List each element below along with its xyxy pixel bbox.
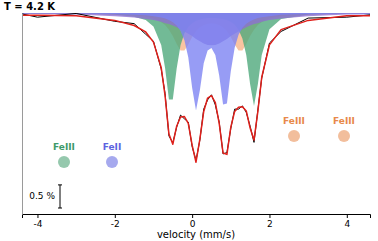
site-label: FeIII — [53, 142, 75, 152]
x-tick: 4 — [344, 214, 350, 229]
x-tick-label: -4 — [33, 219, 42, 229]
component-area — [22, 13, 370, 110]
x-tick-label: -2 — [111, 219, 120, 229]
chart-container: -4 -2 0 2 4 T = 4.2 K velocity (mm/s) 0.5 % FeII… — [0, 0, 378, 241]
x-axis: -4 -2 0 2 4 — [23, 214, 371, 229]
chart-title: T = 4.2 K — [4, 1, 56, 12]
scale-bar-cap — [58, 208, 62, 209]
x-axis-title: velocity (mm/s) — [157, 229, 235, 240]
scale-bar-label: 0.5 % — [29, 191, 55, 201]
atom-marker — [338, 130, 350, 142]
x-tick: 0 — [190, 214, 196, 229]
scale-bar-line — [60, 185, 61, 208]
x-tick: -2 — [111, 214, 120, 229]
atom-marker — [106, 156, 118, 168]
site-annotations: FeIII FeII FeIII FeIII — [53, 116, 355, 168]
x-tick-label: 0 — [190, 219, 196, 229]
data-line — [22, 13, 370, 160]
atom-marker — [58, 156, 70, 168]
site-label: FeII — [103, 142, 122, 152]
plot-marks — [22, 13, 370, 162]
x-tick-mark — [347, 214, 348, 218]
x-tick-mark — [37, 214, 38, 218]
scale-bar-cap — [58, 184, 62, 185]
scale-bar: 0.5 % — [29, 185, 62, 208]
y-axis-line — [22, 14, 23, 215]
atom-marker — [288, 130, 300, 142]
site-label: FeIII — [283, 116, 305, 126]
fit-line — [22, 15, 370, 162]
chart-svg: -4 -2 0 2 4 T = 4.2 K velocity (mm/s) 0.5 % FeII… — [0, 0, 378, 241]
y-axis — [22, 14, 23, 215]
x-tick: 2 — [267, 214, 273, 229]
x-tick-label: 2 — [267, 219, 273, 229]
x-tick-mark — [269, 214, 270, 218]
x-axis-line — [23, 215, 371, 219]
site-label: FeIII — [333, 116, 355, 126]
x-tick: -4 — [33, 214, 42, 229]
x-tick-mark — [192, 214, 193, 218]
x-tick-label: 4 — [344, 219, 350, 229]
x-tick-mark — [115, 214, 116, 218]
